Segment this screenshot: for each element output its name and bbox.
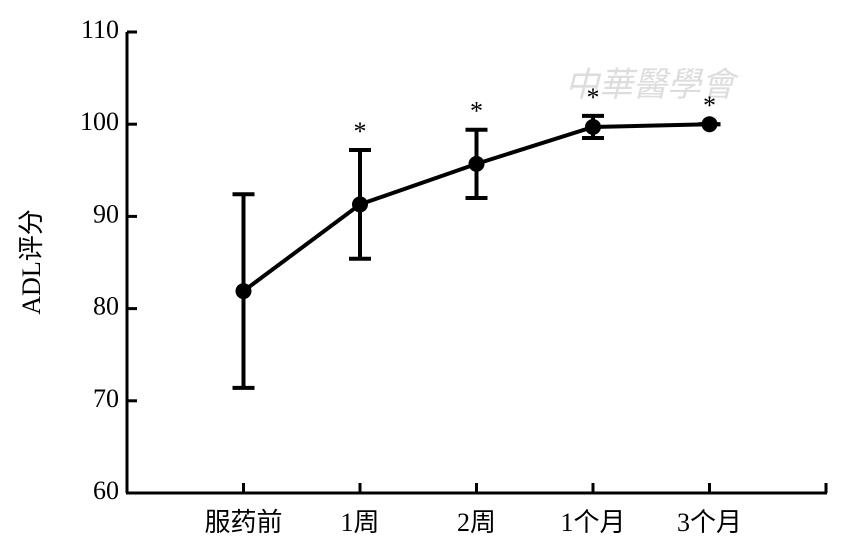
y-tick-label: 90: [93, 199, 119, 228]
y-axis-label: ADL评分: [17, 209, 46, 314]
y-tick-label: 80: [93, 292, 119, 321]
x-tick-label: 2周: [457, 508, 496, 537]
x-tick-label: 1周: [340, 508, 379, 537]
significance-mark: *: [470, 97, 483, 126]
point: [701, 116, 718, 133]
significance-mark: *: [703, 91, 716, 120]
y-tick-label: 110: [81, 15, 119, 44]
watermark: 中華醫學會: [565, 67, 740, 104]
y-tick-label: 100: [80, 107, 119, 136]
point: [585, 118, 601, 135]
point: [235, 283, 252, 300]
significance-mark: *: [587, 83, 600, 112]
point: [468, 155, 485, 172]
x-tick-label: 服药前: [204, 508, 282, 537]
y-tick-label: 60: [93, 476, 119, 505]
significance-mark: *: [354, 117, 367, 146]
x-tick-label: 1个月: [560, 508, 625, 537]
point: [352, 196, 368, 213]
y-tick-label: 70: [93, 384, 119, 413]
x-tick-label: 3个月: [677, 508, 742, 537]
